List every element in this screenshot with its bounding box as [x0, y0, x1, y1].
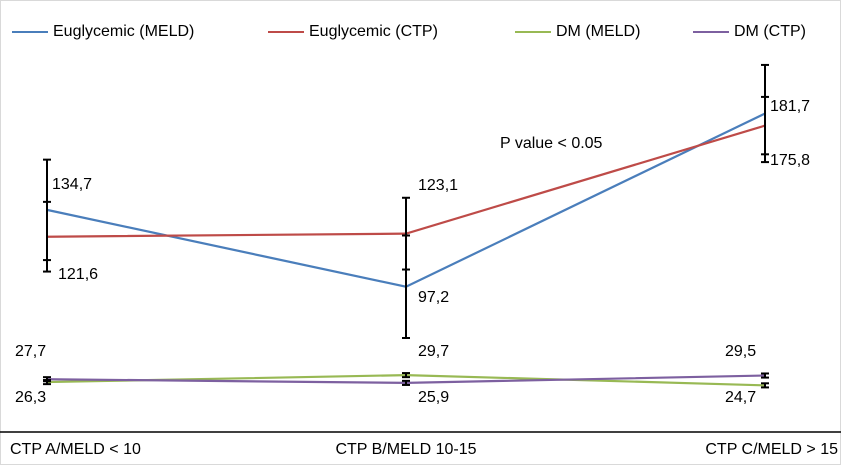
error-bar	[761, 382, 769, 389]
annotation: P value < 0.05	[500, 135, 603, 152]
data-label: 121,6	[58, 266, 98, 283]
error-bar	[402, 379, 410, 386]
legend-label: DM (MELD)	[556, 23, 640, 40]
data-label: 24,7	[725, 389, 756, 406]
data-label: 123,1	[418, 177, 458, 194]
legend-label: DM (CTP)	[734, 23, 806, 40]
error-bar	[43, 200, 51, 273]
data-label: 29,5	[725, 343, 756, 360]
error-bar	[761, 95, 769, 156]
data-label: 27,7	[15, 343, 46, 360]
data-label: 29,7	[418, 343, 449, 360]
data-label: 134,7	[52, 176, 92, 193]
data-label: 181,7	[770, 98, 810, 115]
x-tick-label: CTP C/MELD > 15	[705, 441, 838, 458]
error-bar	[402, 372, 410, 379]
error-bar	[402, 196, 410, 271]
x-tick-label: CTP A/MELD < 10	[10, 441, 141, 458]
x-tick-label: CTP B/MELD 10-15	[335, 441, 476, 458]
legend-label: Euglycemic (MELD)	[53, 23, 194, 40]
error-bar	[761, 372, 769, 379]
error-bar	[43, 376, 51, 383]
data-label: 97,2	[418, 289, 449, 306]
data-label: 175,8	[770, 152, 810, 169]
data-label: 25,9	[418, 389, 449, 406]
legend-label: Euglycemic (CTP)	[309, 23, 438, 40]
data-label: 26,3	[15, 389, 46, 406]
